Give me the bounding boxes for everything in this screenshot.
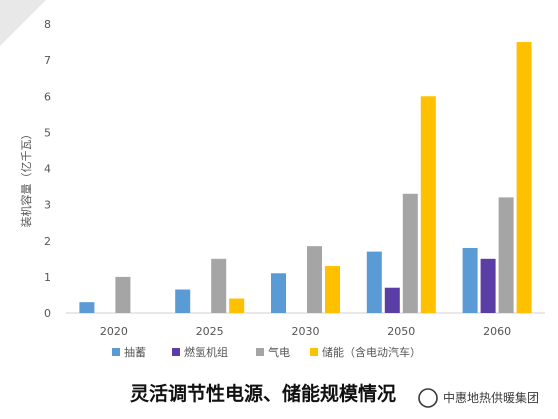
- legend-item-3: 储能（含电动汽车）: [310, 345, 421, 359]
- y-tick-label: 6: [44, 90, 51, 103]
- legend-item-1: 燃氢机组: [172, 345, 228, 359]
- legend-label: 燃氢机组: [184, 345, 228, 359]
- bars-group: [79, 42, 532, 313]
- legend-swatch: [256, 348, 264, 356]
- bar-2060-series-1: [480, 258, 496, 313]
- y-tick-label: 4: [44, 163, 51, 176]
- legend-label: 抽蓄: [124, 345, 146, 359]
- watermark: 中惠地热供暖集团: [418, 388, 539, 408]
- legend-label: 储能（含电动汽车）: [322, 345, 421, 359]
- legend-swatch: [112, 348, 120, 356]
- y-axis: 0 1 2 3 4 5 6 7 8: [44, 18, 51, 320]
- bar-2030-series-2: [307, 246, 322, 313]
- y-tick-label: 7: [44, 54, 51, 67]
- corner-decoration: [0, 0, 46, 46]
- bar-2025-series-3: [229, 298, 245, 313]
- y-axis-label: 装机容量（亿千瓦）: [19, 129, 33, 228]
- legend-item-2: 气电: [256, 345, 290, 359]
- y-tick-label: 1: [44, 271, 51, 284]
- chart-caption: 灵活调节性电源、储能规模情况: [130, 382, 396, 405]
- legend-swatch: [172, 348, 180, 356]
- bar-2050-series-0: [366, 251, 382, 313]
- bar-2025-series-0: [175, 289, 191, 313]
- watermark-text: 中惠地热供暖集团: [443, 390, 539, 405]
- bar-2020-series-0: [79, 302, 95, 313]
- legend-swatch: [310, 348, 318, 356]
- x-axis: 2020 2025 2030 2050 2060: [100, 325, 511, 338]
- bar-2030-series-0: [271, 273, 286, 313]
- y-tick-label: 2: [44, 235, 51, 248]
- legend-label: 气电: [268, 345, 290, 359]
- bar-2050-series-3: [420, 96, 436, 313]
- legend: 抽蓄 燃氢机组 气电 储能（含电动汽车）: [112, 345, 421, 359]
- bar-2020-series-2: [115, 276, 131, 313]
- x-tick-label: 2030: [292, 325, 320, 338]
- bar-2050-series-2: [402, 193, 418, 313]
- y-tick-label: 3: [44, 199, 51, 212]
- bar-2060-series-0: [462, 247, 478, 313]
- y-tick-label: 0: [44, 307, 51, 320]
- watermark-logo-icon: [418, 388, 438, 408]
- y-tick-label: 5: [44, 126, 51, 139]
- x-tick-label: 2060: [483, 325, 511, 338]
- x-tick-label: 2025: [196, 325, 224, 338]
- bar-2050-series-1: [384, 287, 400, 313]
- bar-2060-series-3: [516, 42, 532, 313]
- x-tick-label: 2020: [100, 325, 128, 338]
- legend-item-0: 抽蓄: [112, 345, 146, 359]
- y-tick-label: 8: [44, 18, 51, 31]
- x-tick-label: 2050: [387, 325, 415, 338]
- bar-2030-series-3: [325, 266, 340, 313]
- bar-2025-series-2: [211, 258, 227, 313]
- bar-2060-series-2: [498, 197, 514, 313]
